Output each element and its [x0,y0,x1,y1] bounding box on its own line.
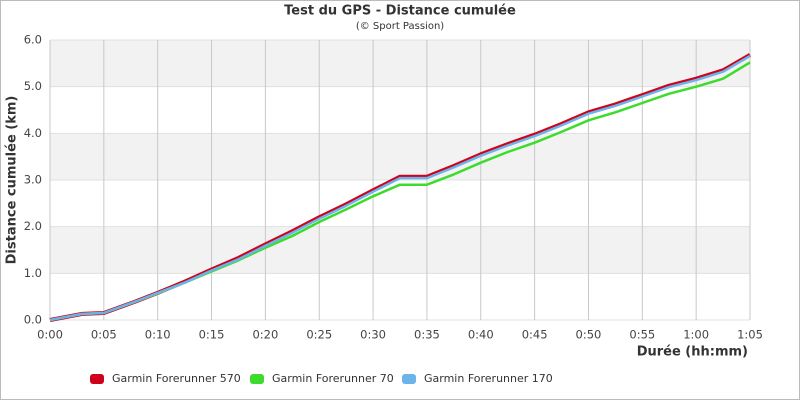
x-tick-label: 0:40 [468,328,494,342]
chart-title: Test du GPS - Distance cumulée [284,4,516,19]
plot-band [50,273,750,320]
x-tick-label: 1:00 [683,328,709,342]
y-axis-title: Distance cumulée (km) [5,96,20,265]
legend-label: Garmin Forerunner 170 [424,372,553,385]
plot-band [50,86,750,134]
plot-band [50,40,750,87]
x-tick-label: 0:50 [576,328,602,342]
x-tick-label: 0:05 [91,328,117,342]
y-tick-label: 3.0 [24,173,42,187]
y-tick-label: 4.0 [24,126,42,140]
x-tick-label: 0:10 [145,328,171,342]
x-tick-label: 0:25 [306,328,332,342]
plot-band [50,180,750,227]
y-tick-label: 2.0 [24,219,42,233]
legend-swatch [250,374,264,384]
chart-subtitle: (© Sport Passion) [356,21,444,32]
plot-band [50,133,750,180]
x-tick-label: 0:15 [199,328,225,342]
legend-label: Garmin Forerunner 570 [112,372,241,385]
x-tick-label: 0:30 [360,328,386,342]
x-tick-label: 0:55 [629,328,655,342]
legend-swatch [90,374,104,384]
series-line [49,54,751,322]
legend-swatch [402,374,416,384]
x-axis-title: Durée (hh:mm) [637,345,748,360]
y-tick-label: 1.0 [24,266,42,280]
x-tick-label: 0:00 [37,328,63,342]
x-tick-label: 0:20 [252,328,278,342]
y-tick-label: 0.0 [24,313,42,327]
y-tick-label: 6.0 [24,33,42,47]
x-tick-label: 1:05 [737,328,763,342]
x-tick-label: 0:45 [522,328,548,342]
x-tick-label: 0:35 [414,328,440,342]
plot-band [50,226,750,274]
y-tick-label: 5.0 [24,79,42,93]
legend-label: Garmin Forerunner 70 [272,372,394,385]
